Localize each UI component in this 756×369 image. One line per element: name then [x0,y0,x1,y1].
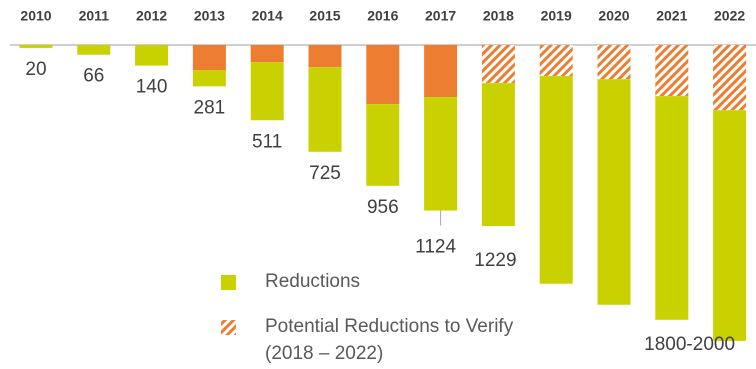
x-tick-label: 2017 [425,8,456,24]
bar-segment [308,67,342,152]
x-tick-label: 2010 [20,8,51,24]
bar-segment [366,104,400,186]
bar-segment [424,97,458,211]
bar-segment [713,45,747,111]
x-tick-label: 2019 [541,8,572,24]
value-label: 956 [367,197,399,218]
legend-swatch [221,275,236,290]
value-label: 511 [252,131,282,152]
x-tick-label: 2020 [598,8,629,24]
x-tick-label: 2011 [79,8,110,24]
value-label: 725 [309,163,341,184]
bar-segment [424,45,458,98]
x-tick-label: 2012 [136,8,167,24]
legend-swatch [221,320,236,335]
bar-segment [655,45,689,97]
x-tick-label: 2021 [656,8,687,24]
value-label: 20 [25,59,46,80]
value-label: 1229 [474,250,516,271]
bar-segment [192,45,226,71]
value-label: 140 [136,77,168,98]
bar-segment [655,96,689,320]
bar-segment [481,45,515,84]
value-label: 1800-2000 [644,334,735,355]
bar-segment [192,70,226,87]
bar-segment [481,83,515,226]
bar-segment [597,45,631,80]
x-tick-label: 2018 [483,8,514,24]
bar-segment [713,110,747,341]
value-label: 281 [194,97,226,118]
bar-segment [135,45,169,66]
x-tick-label: 2022 [714,8,745,24]
bar-segment [250,62,284,121]
x-tick-label: 2014 [252,8,283,24]
value-label: 1124 [415,237,456,258]
bar-segment [366,45,400,105]
value-label: 66 [83,66,104,87]
bar-segment [539,45,573,77]
x-tick-label: 2016 [367,8,398,24]
bar-segment [597,79,631,305]
bar-segment [19,45,53,48]
bar-segment [308,45,342,68]
legend-label: Reductions [265,271,361,292]
bar-segment [250,45,284,63]
bar-segment [539,76,573,284]
bar-segment [77,45,111,55]
x-tick-label: 2013 [194,8,225,24]
legend-label: Potential Reductions to Verify (2018 – 2… [265,316,514,364]
x-tick-label: 2015 [309,8,340,24]
